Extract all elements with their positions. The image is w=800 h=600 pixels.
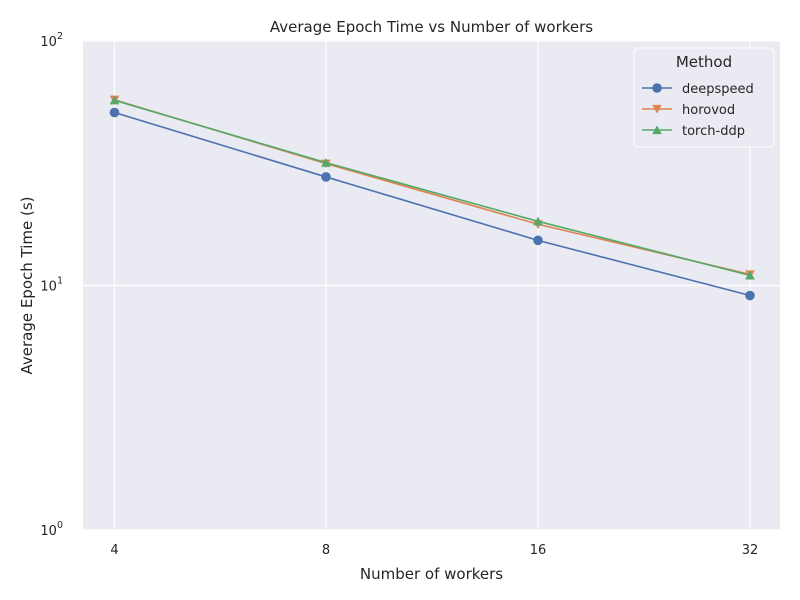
legend-label: torch-ddp [682,124,745,139]
data-point [109,95,120,105]
x-tick-label: 8 [322,543,330,558]
legend-item-torch-ddp: torch-ddp [642,124,745,139]
legend-marker [652,83,662,93]
y-tick-label: 101 [40,276,63,295]
data-point [745,270,755,280]
legend-title: Method [676,53,732,71]
x-axis-label: Number of workers [360,565,503,583]
x-tick-label: 4 [110,543,118,558]
data-point [321,158,331,167]
y-tick-label: 102 [40,31,63,50]
data-point [533,235,543,246]
y-tick-label: 100 [40,520,63,539]
series-line [114,99,751,277]
x-tick-label: 16 [530,543,547,558]
legend-label: deepspeed [682,82,754,97]
x-tick-label: 32 [742,543,759,558]
data-point [321,172,331,182]
series-layer [109,95,755,301]
ticks: 4 8 16 32 100 101 102 [40,31,758,558]
legend-items: deepspeed horovod torch-ddp [642,82,754,139]
data-point [745,290,755,301]
legend-item-deepspeed: deepspeed [642,82,754,97]
series-torch-ddp [109,95,755,280]
legend: Method deepspeed horovod torch-ddp [633,47,775,148]
legend-box [633,47,775,148]
legend-label: horovod [682,103,735,118]
data-point [109,107,120,118]
legend-marker [652,125,662,135]
series-line [114,111,751,297]
data-point [533,216,543,226]
legend-item-horovod: horovod [642,103,735,118]
legend-marker [652,104,662,114]
y-axis-label: Average Epoch Time (s) [18,196,36,374]
series-deepspeed [109,107,755,301]
chart-title: Average Epoch Time vs Number of workers [270,18,593,36]
